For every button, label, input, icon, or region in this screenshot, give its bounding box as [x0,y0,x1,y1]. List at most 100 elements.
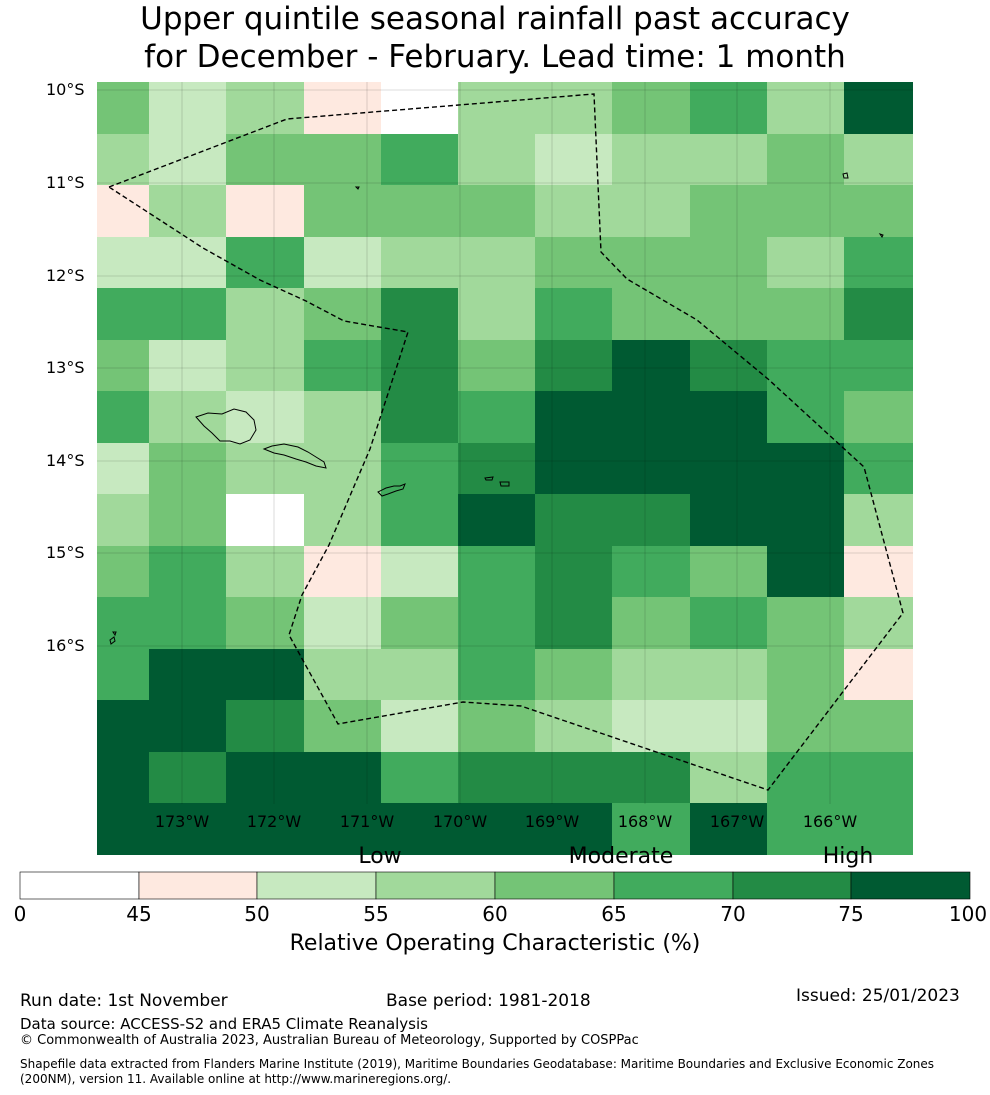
island-upolu [262,443,327,469]
heatmap-cell [612,546,690,597]
heatmap-cell [690,494,767,546]
title-line-1: Upper quintile seasonal rainfall past ac… [140,1,850,37]
heatmap-cell [304,494,381,546]
heatmap-cell [844,82,913,134]
heatmap-cell [458,546,535,597]
heatmap-cell [612,443,690,494]
lon-label: 172°W [246,812,302,831]
heatmap-cell [612,649,690,700]
heatmap-cell [458,185,535,237]
eez-boundary [107,93,904,791]
heatmap-cell [767,134,844,185]
heatmap-cell [304,288,381,340]
heatmap-cell [226,752,304,803]
heatmap-cell [767,185,844,237]
heatmap-cell [149,700,226,752]
heatmap-cell [226,700,304,752]
heatmap-cell [149,803,226,855]
heatmap-cell [304,597,381,649]
category-moderate: Moderate [568,844,674,869]
colorbar-tick: 100 [948,902,988,926]
heatmap-cell [690,546,767,597]
heatmap-cell [304,700,381,752]
heatmap-cell [97,649,149,700]
run-date: Run date: 1st November [20,991,228,1011]
heatmap-cell [612,391,690,443]
heatmap-cell [381,649,458,700]
heatmap-cell [149,649,226,700]
heatmap-cell [844,134,913,185]
island-small-1 [354,186,360,190]
heatmap-cell [535,803,612,855]
heatmap-cell [535,288,612,340]
heatmap-cell [767,340,844,391]
heatmap-cell [97,752,149,803]
heatmap-cell [226,546,304,597]
colorbar-segment [732,871,852,900]
heatmap-cell [844,752,913,803]
heatmap-cell [304,185,381,237]
category-high: High [822,844,874,869]
heatmap-cell [97,82,149,134]
heatmap-cell [97,185,149,237]
heatmap-cell [612,82,690,134]
heatmap-cell [458,443,535,494]
heatmap-cell [304,340,381,391]
heatmap-cell [226,391,304,443]
colorbar-segment [256,871,377,900]
heatmap-cell [458,288,535,340]
heatmap-cell [535,185,612,237]
heatmap-cell [612,803,690,855]
lat-label: 16°S [46,636,85,655]
heatmap-cell [381,443,458,494]
lon-label: 169°W [524,812,580,831]
island-tutuila [377,483,406,497]
heatmap-cell [381,494,458,546]
heatmap-cell [304,237,381,288]
heatmap-cell [690,752,767,803]
heatmap-cell [767,443,844,494]
colorbar-tick: 0 [13,902,27,926]
heatmap-cell [458,134,535,185]
lat-label: 11°S [46,173,85,192]
heatmap-cell [690,597,767,649]
heatmap-cell [612,134,690,185]
heatmap-cell [97,391,149,443]
heatmap-cell [226,288,304,340]
heatmap-cell [612,597,690,649]
colorbar-tick: 70 [720,902,746,926]
heatmap-cell [844,597,913,649]
heatmap-cell [381,700,458,752]
lon-label: 168°W [617,812,673,831]
heatmap-cell [226,237,304,288]
heatmap-cell [149,546,226,597]
heatmap-cell [612,494,690,546]
heatmap-cell [458,391,535,443]
page-title: Upper quintile seasonal rainfall past ac… [0,0,990,76]
lon-label: 167°W [709,812,765,831]
lon-label: 166°W [802,812,858,831]
heatmap-cell [535,443,612,494]
heatmap-cell [304,803,381,855]
heatmap-cell [844,391,913,443]
heatmap-cell [304,82,381,134]
heatmap-cell [97,494,149,546]
colorbar-segment [494,871,615,900]
heatmap-cell [458,340,535,391]
heatmap-cell [381,185,458,237]
heatmap-cell [149,752,226,803]
heatmap-cells [97,82,913,855]
heatmap-cell [612,340,690,391]
heatmap-cell [767,391,844,443]
heatmap-cell [690,288,767,340]
heatmap-cell [690,237,767,288]
heatmap-cell [304,546,381,597]
heatmap-cell [844,288,913,340]
lat-label: 13°S [46,358,85,377]
title-line-2: for December - February. Lead time: 1 mo… [144,39,846,75]
heatmap-cell [149,443,226,494]
heatmap-cell [97,443,149,494]
heatmap-cell [690,649,767,700]
heatmap-cell [226,494,304,546]
heatmap-cell [690,803,767,855]
